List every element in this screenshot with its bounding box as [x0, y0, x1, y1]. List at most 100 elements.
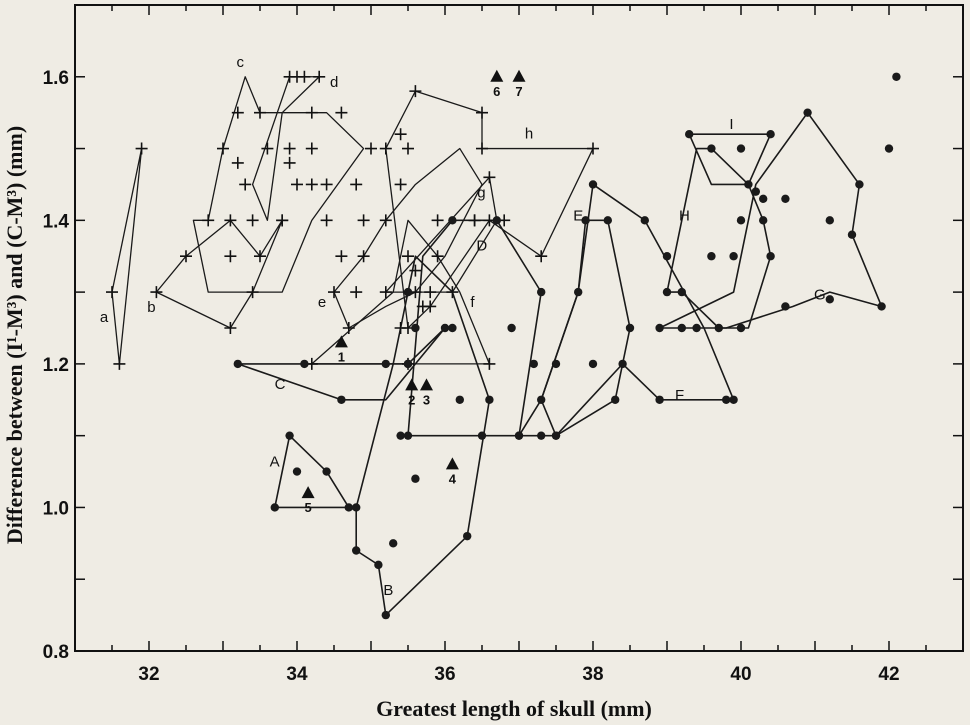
- dot-point: [766, 252, 775, 261]
- dot-point: [803, 108, 812, 117]
- x-tick-label: 36: [434, 664, 455, 685]
- cross-point: [283, 142, 296, 155]
- dot-point: [707, 144, 716, 153]
- group-hull-H: [666, 147, 772, 329]
- cross-point: [224, 250, 237, 263]
- dot-point: [463, 531, 472, 541]
- group-hull-b: [155, 219, 283, 329]
- dot-point: [877, 302, 886, 311]
- group-label-b: b: [147, 299, 155, 316]
- dot-point: [766, 130, 775, 139]
- cross-point: [335, 250, 348, 263]
- group-label-G: G: [814, 286, 826, 303]
- group-hull-D: [407, 219, 543, 437]
- dot-point: [611, 395, 620, 404]
- dot-point: [759, 216, 768, 225]
- dot-point: [781, 194, 790, 203]
- cross-point: [409, 85, 422, 98]
- cross-point: [224, 322, 237, 334]
- y-tick-label: 1.4: [43, 211, 70, 232]
- cross-point: [402, 250, 414, 263]
- cross-point: [254, 106, 266, 119]
- cross-point: [468, 214, 481, 227]
- cross-point: [409, 264, 422, 277]
- cross-point: [313, 70, 326, 83]
- dot-point: [292, 467, 302, 476]
- cross-point: [150, 286, 163, 299]
- dot-point: [729, 395, 738, 404]
- cross-point: [231, 106, 244, 119]
- group-label-A: A: [270, 454, 280, 471]
- group-label-f: f: [470, 294, 475, 311]
- cross-point: [424, 300, 437, 313]
- specimen-triangle: [405, 378, 419, 391]
- dot-point: [744, 180, 753, 189]
- cross-point: [350, 286, 363, 299]
- group-hull-e: [333, 147, 483, 329]
- cross-point: [291, 178, 303, 191]
- dot-point: [781, 302, 790, 311]
- specimen-label: 6: [493, 84, 500, 99]
- cross-point: [320, 214, 333, 227]
- cross-point: [202, 214, 215, 227]
- cross-point: [587, 142, 599, 155]
- group-label-B: B: [383, 582, 393, 599]
- plot-frame: [74, 4, 964, 652]
- cross-point: [135, 142, 148, 155]
- y-tick-label: 0.8: [43, 642, 69, 663]
- specimen-label: 2: [408, 392, 415, 407]
- cross-point: [476, 142, 488, 155]
- dot-point: [529, 359, 538, 369]
- cross-point: [357, 250, 370, 263]
- group-hull-a: [111, 147, 143, 365]
- dot-point: [551, 431, 561, 440]
- dot-point: [736, 323, 746, 333]
- cross-point: [357, 214, 370, 227]
- dot-point: [455, 395, 464, 404]
- dot-point: [677, 287, 686, 297]
- dot-point: [381, 610, 390, 620]
- y-tick-label: 1.2: [43, 355, 69, 376]
- specimen-label: 1: [338, 349, 345, 364]
- cross-point: [335, 106, 348, 119]
- cross-point: [239, 178, 252, 191]
- dot-point: [655, 323, 664, 333]
- dot-point: [892, 72, 901, 81]
- dot-point: [485, 395, 494, 404]
- dot-point: [381, 359, 390, 369]
- specimen-triangle: [490, 69, 504, 82]
- dot-point: [448, 216, 457, 225]
- dot-point: [396, 431, 405, 440]
- dot-point: [514, 431, 524, 440]
- dot-point: [685, 130, 694, 139]
- group-label-d: d: [330, 74, 338, 91]
- specimen-label: 4: [449, 471, 457, 486]
- cross-point: [483, 357, 496, 370]
- group-label-E: E: [573, 207, 583, 224]
- specimen-triangle: [301, 486, 315, 499]
- specimen-label: 5: [304, 500, 311, 515]
- group-label-g: g: [477, 184, 485, 201]
- group-hull-I: [688, 133, 772, 186]
- cross-point: [320, 178, 333, 191]
- dot-point: [411, 323, 420, 333]
- dot-point: [884, 144, 894, 153]
- dot-point: [692, 323, 701, 333]
- cross-point: [113, 357, 126, 370]
- cross-point: [180, 250, 192, 263]
- dot-point: [662, 252, 672, 261]
- dot-point: [537, 395, 546, 404]
- dot-point: [722, 395, 731, 404]
- specimen-label: 3: [423, 392, 430, 407]
- group-label-H: H: [679, 207, 690, 224]
- cross-point: [106, 286, 118, 299]
- dot-point: [411, 474, 420, 483]
- dot-point: [344, 503, 353, 512]
- dot-point: [618, 359, 627, 369]
- dot-point: [403, 431, 413, 440]
- cross-point: [476, 106, 488, 119]
- group-label-e: e: [318, 294, 326, 311]
- dot-point: [403, 359, 413, 369]
- dot-point: [477, 431, 487, 440]
